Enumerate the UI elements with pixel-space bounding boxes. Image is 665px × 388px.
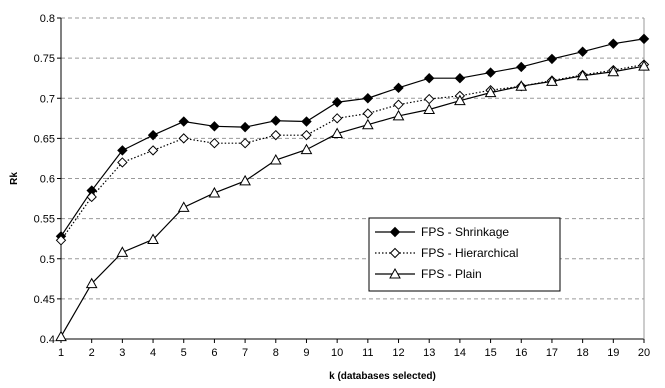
series-2-point bbox=[392, 109, 405, 121]
series-1-point bbox=[270, 129, 281, 141]
x-tick-label: 19 bbox=[607, 347, 619, 359]
y-tick-label: 0.7 bbox=[40, 93, 55, 105]
series-2-point bbox=[607, 65, 620, 77]
series-layer bbox=[55, 33, 650, 342]
y-axis-title: Rk bbox=[9, 172, 20, 185]
series-0-point bbox=[393, 82, 404, 94]
legend-label-0: FPS - Shrinkage bbox=[421, 225, 509, 239]
x-tick-label: 12 bbox=[392, 347, 404, 359]
series-1-point bbox=[239, 137, 251, 149]
x-tick-label: 20 bbox=[638, 347, 650, 359]
series-0-point bbox=[147, 129, 159, 141]
series-2-point bbox=[208, 186, 221, 198]
series-0-point bbox=[331, 97, 343, 108]
series-2-point bbox=[484, 86, 497, 98]
series-0-point bbox=[546, 53, 558, 65]
x-tick-label: 9 bbox=[303, 347, 309, 359]
series-1-point bbox=[117, 157, 128, 168]
legend-marker-1 bbox=[389, 247, 401, 259]
series-1-point bbox=[209, 137, 220, 149]
series-0-point bbox=[178, 116, 189, 127]
series-0-point bbox=[516, 61, 527, 73]
x-tick-label: 15 bbox=[484, 347, 496, 359]
y-tick-label: 0.55 bbox=[34, 214, 55, 226]
y-tick-label: 0.8 bbox=[40, 13, 55, 25]
x-axis-ticks: 1 2 3 4 5 6 7 8 9 10 11 12 13 14 15 16 17 18 19 20 bbox=[58, 339, 650, 359]
legend-marker-2 bbox=[389, 267, 401, 279]
x-axis-title: k (databases selected) bbox=[329, 371, 436, 382]
series-2-point bbox=[85, 277, 98, 289]
series-line-2 bbox=[60, 65, 645, 337]
x-tick-label: 17 bbox=[546, 347, 558, 359]
series-0-point bbox=[638, 33, 650, 45]
series-0-point bbox=[362, 93, 374, 104]
series-2-point bbox=[454, 94, 466, 106]
series-1-point bbox=[86, 191, 97, 203]
x-tick-label: 14 bbox=[454, 347, 466, 359]
series-2-point bbox=[331, 127, 344, 139]
series-2-point bbox=[55, 330, 67, 342]
x-tick-label: 7 bbox=[242, 347, 248, 359]
x-tick-label: 8 bbox=[273, 347, 279, 359]
x-tick-label: 5 bbox=[181, 347, 187, 359]
x-tick-label: 16 bbox=[515, 347, 527, 359]
series-0-point bbox=[270, 115, 281, 126]
x-tick-label: 4 bbox=[150, 347, 156, 359]
series-line-1 bbox=[60, 63, 645, 241]
legend: FPS - Shrinkage FPS - Hierarchical FPS - P… bbox=[368, 217, 561, 292]
x-tick-label: 6 bbox=[211, 347, 217, 359]
series-2-point bbox=[515, 80, 528, 91]
series-2-point bbox=[638, 60, 650, 71]
series-0-point bbox=[485, 67, 496, 78]
series-2 bbox=[55, 60, 650, 342]
legend-label-1: FPS - Hierarchical bbox=[421, 246, 518, 260]
series-0-point bbox=[301, 116, 312, 127]
y-axis-ticks: 0.4 0.45 0.5 0.55 0.6 0.65 0.7 0.75 0.8 bbox=[34, 13, 61, 346]
series-2-point bbox=[269, 154, 282, 165]
series-1-point bbox=[55, 235, 67, 246]
y-tick-label: 0.6 bbox=[40, 174, 55, 186]
y-tick-label: 0.65 bbox=[34, 133, 55, 145]
series-line-0 bbox=[60, 38, 645, 237]
series-0-point bbox=[117, 145, 128, 156]
y-tick-label: 0.5 bbox=[40, 254, 55, 266]
series-0-point bbox=[577, 46, 588, 57]
y-tick-label: 0.4 bbox=[40, 334, 55, 346]
x-tick-label: 13 bbox=[423, 347, 435, 359]
series-2-point bbox=[576, 69, 589, 81]
series-0-point bbox=[424, 72, 435, 84]
series-1-point bbox=[362, 108, 374, 119]
series-2-point bbox=[361, 118, 374, 130]
series-2-point bbox=[546, 75, 558, 86]
legend-label-2: FPS - Plain bbox=[421, 267, 482, 281]
y-tick-label: 0.75 bbox=[34, 53, 55, 65]
series-1-point bbox=[301, 129, 312, 141]
x-tick-label: 3 bbox=[119, 347, 125, 359]
series-0-point bbox=[608, 38, 619, 49]
x-tick-label: 10 bbox=[331, 347, 343, 359]
x-tick-label: 11 bbox=[362, 347, 373, 359]
series-0-point bbox=[239, 121, 251, 133]
series-1-point bbox=[147, 145, 159, 156]
x-tick-label: 18 bbox=[577, 347, 589, 359]
series-2-point bbox=[177, 201, 190, 212]
series-1-point bbox=[178, 133, 189, 144]
series-0-point bbox=[454, 72, 466, 84]
y-tick-label: 0.45 bbox=[34, 294, 55, 306]
series-2-point bbox=[300, 143, 313, 155]
series-2-point bbox=[147, 233, 159, 244]
series-2-point bbox=[116, 246, 129, 257]
x-tick-label: 1 bbox=[58, 347, 64, 359]
series-0-point bbox=[209, 121, 220, 132]
series-2-point bbox=[423, 103, 436, 114]
legend-marker-0 bbox=[389, 226, 401, 238]
series-1-point bbox=[393, 99, 404, 110]
legend-box bbox=[368, 217, 561, 292]
series-2-point bbox=[239, 174, 251, 186]
x-tick-label: 2 bbox=[89, 347, 95, 359]
series-1-point bbox=[331, 113, 343, 124]
